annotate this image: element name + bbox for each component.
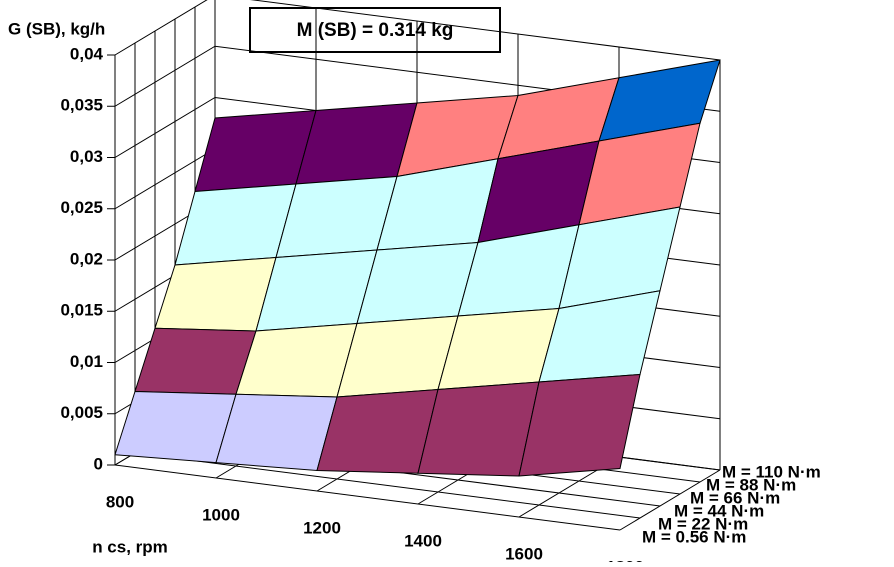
surface-patch — [215, 393, 338, 472]
grid-line — [114, 0, 721, 61]
series-label: M = 44 N·m — [674, 501, 764, 520]
y-tick-label: 0,015 — [60, 301, 103, 320]
x-tick-label: 1400 — [404, 531, 442, 550]
y-tick-label: 0,025 — [60, 198, 103, 217]
y-axis-label: G (SB), kg/h — [8, 19, 105, 38]
series-label: M = 88 N·m — [706, 475, 796, 494]
y-tick-label: 0,01 — [70, 352, 103, 371]
chart-title: M (SB) = 0.314 kg — [297, 20, 454, 41]
floor-line — [134, 452, 641, 519]
y-tick-label: 0,005 — [60, 403, 103, 422]
series-label: M = 110 N·m — [722, 462, 821, 481]
x-tick-label: 1600 — [505, 544, 543, 562]
y-tick-label: 0,02 — [70, 249, 103, 268]
series-label: M = 22 N·m — [658, 514, 748, 533]
surface-patch — [316, 388, 439, 474]
series-label: M = 0.56 N·m — [642, 527, 746, 546]
floor-line — [114, 464, 621, 531]
x-tick-label: 1200 — [303, 518, 341, 537]
y-tick-label: 0,035 — [60, 96, 103, 115]
x-tick-label: 800 — [106, 492, 134, 511]
y-tick-label: 0,04 — [70, 44, 104, 63]
y-tick-label: 0,03 — [70, 147, 103, 166]
surface-patch — [518, 373, 641, 477]
series-label: M = 66 N·m — [690, 488, 780, 507]
x-tick-label: 1000 — [202, 505, 240, 524]
y-tick-label: 0 — [94, 454, 103, 473]
x-tick-label: 1800 — [606, 557, 644, 562]
surface-patch — [598, 59, 721, 142]
surface-patch — [134, 327, 257, 395]
x-axis-label: n cs, rpm — [92, 537, 168, 556]
surface-patch — [154, 256, 277, 332]
floor-line — [619, 469, 721, 531]
surface-patch — [417, 381, 540, 477]
surface-patch — [114, 390, 237, 464]
